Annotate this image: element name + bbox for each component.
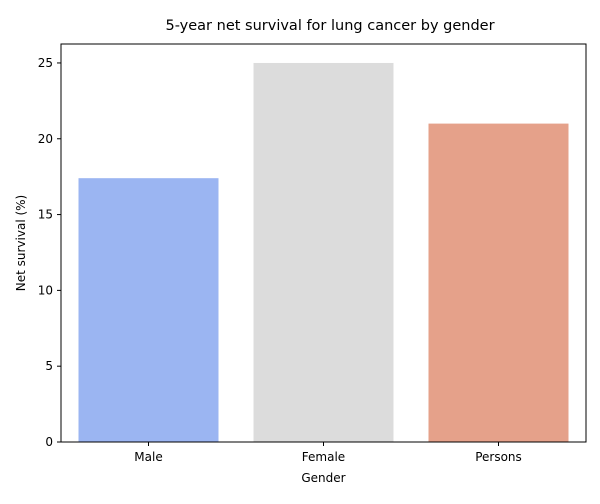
y-axis: 0 5 10 15 20 25 [38,56,61,449]
bars-layer [78,62,569,442]
y-tick-label: 25 [38,56,53,70]
y-axis-label: Net survival (%) [14,195,28,291]
bar-female [253,62,394,442]
y-tick-label: 20 [38,132,53,146]
y-tick-label: 15 [38,208,53,222]
plot-frame [60,43,587,443]
x-tick-label: Male [134,450,162,464]
bar-persons [428,123,569,442]
y-tick-label: 5 [45,359,53,373]
y-tick-label: 10 [38,283,53,297]
bar-male [78,178,219,442]
x-axis-label: Gender [301,471,345,485]
chart-title: 5-year net survival for lung cancer by g… [165,18,494,34]
x-tick-label: Persons [475,450,522,464]
x-axis: Male Female Persons [134,442,522,464]
x-tick-label: Female [302,450,345,464]
y-tick-label: 0 [45,435,53,449]
